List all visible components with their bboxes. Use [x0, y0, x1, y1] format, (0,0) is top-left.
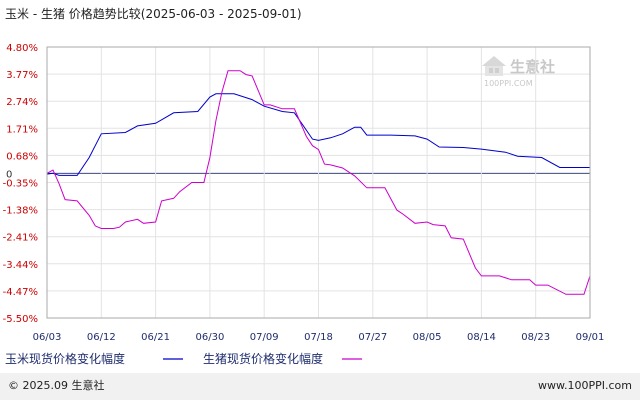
x-tick-label: 07/18 [304, 332, 333, 343]
y-tick-label: 1.71% [6, 124, 38, 135]
chart-title: 玉米 - 生猪 价格趋势比较(2025-06-03 - 2025-09-01) [5, 6, 302, 21]
house-icon [482, 56, 506, 66]
y-tick-label: -2.41% [3, 233, 38, 244]
x-tick-label: 09/01 [576, 332, 605, 343]
y-tick-label: -0.35% [3, 179, 38, 190]
x-tick-label: 06/30 [195, 332, 224, 343]
x-tick-label: 06/12 [87, 332, 116, 343]
legend: 玉米现货价格变化幅度 生猪现货价格变化幅度 [5, 351, 362, 366]
series-line-corn [46, 93, 590, 176]
plot-frame [46, 46, 591, 319]
series-line-hog [46, 70, 591, 295]
y-tick-label: -3.44% [3, 260, 38, 271]
y-tick-label: 0.68% [6, 151, 38, 162]
footer-url[interactable]: www.100PPI.com [538, 379, 632, 392]
axis-labels: 4.80% 3.77% 2.74% 1.71% 0.68% -0.35% -1.38% -2.… [3, 43, 605, 343]
y-tick-label: -1.38% [3, 206, 38, 217]
footer-bar [0, 373, 640, 400]
x-tick-label: 07/09 [250, 332, 279, 343]
y-tick-label: 2.74% [6, 97, 38, 108]
x-tick-label: 06/03 [33, 332, 62, 343]
footer-copyright: © 2025.09 生意社 [8, 378, 104, 392]
legend-label-corn: 玉米现货价格变化幅度 [5, 351, 125, 366]
x-tick-label: 08/14 [467, 332, 496, 343]
watermark-url: 100PPI.COM [484, 79, 533, 88]
y-tick-label: -5.50% [3, 314, 38, 325]
y-tick-label-zero: 0 [6, 169, 12, 180]
x-tick-label: 08/23 [521, 332, 550, 343]
y-tick-label: 3.77% [6, 70, 38, 81]
x-tick-label: 08/05 [413, 332, 442, 343]
x-tick-label: 07/27 [358, 332, 387, 343]
y-tick-label: 4.80% [6, 43, 38, 54]
series-lines [46, 70, 591, 295]
watermark-logo: 生意社 100PPI.COM [482, 56, 555, 88]
legend-label-hog: 生猪现货价格变化幅度 [203, 351, 323, 366]
y-tick-label: -4.47% [3, 287, 38, 298]
x-tick-label: 06/21 [141, 332, 170, 343]
watermark-name: 生意社 [510, 58, 555, 76]
